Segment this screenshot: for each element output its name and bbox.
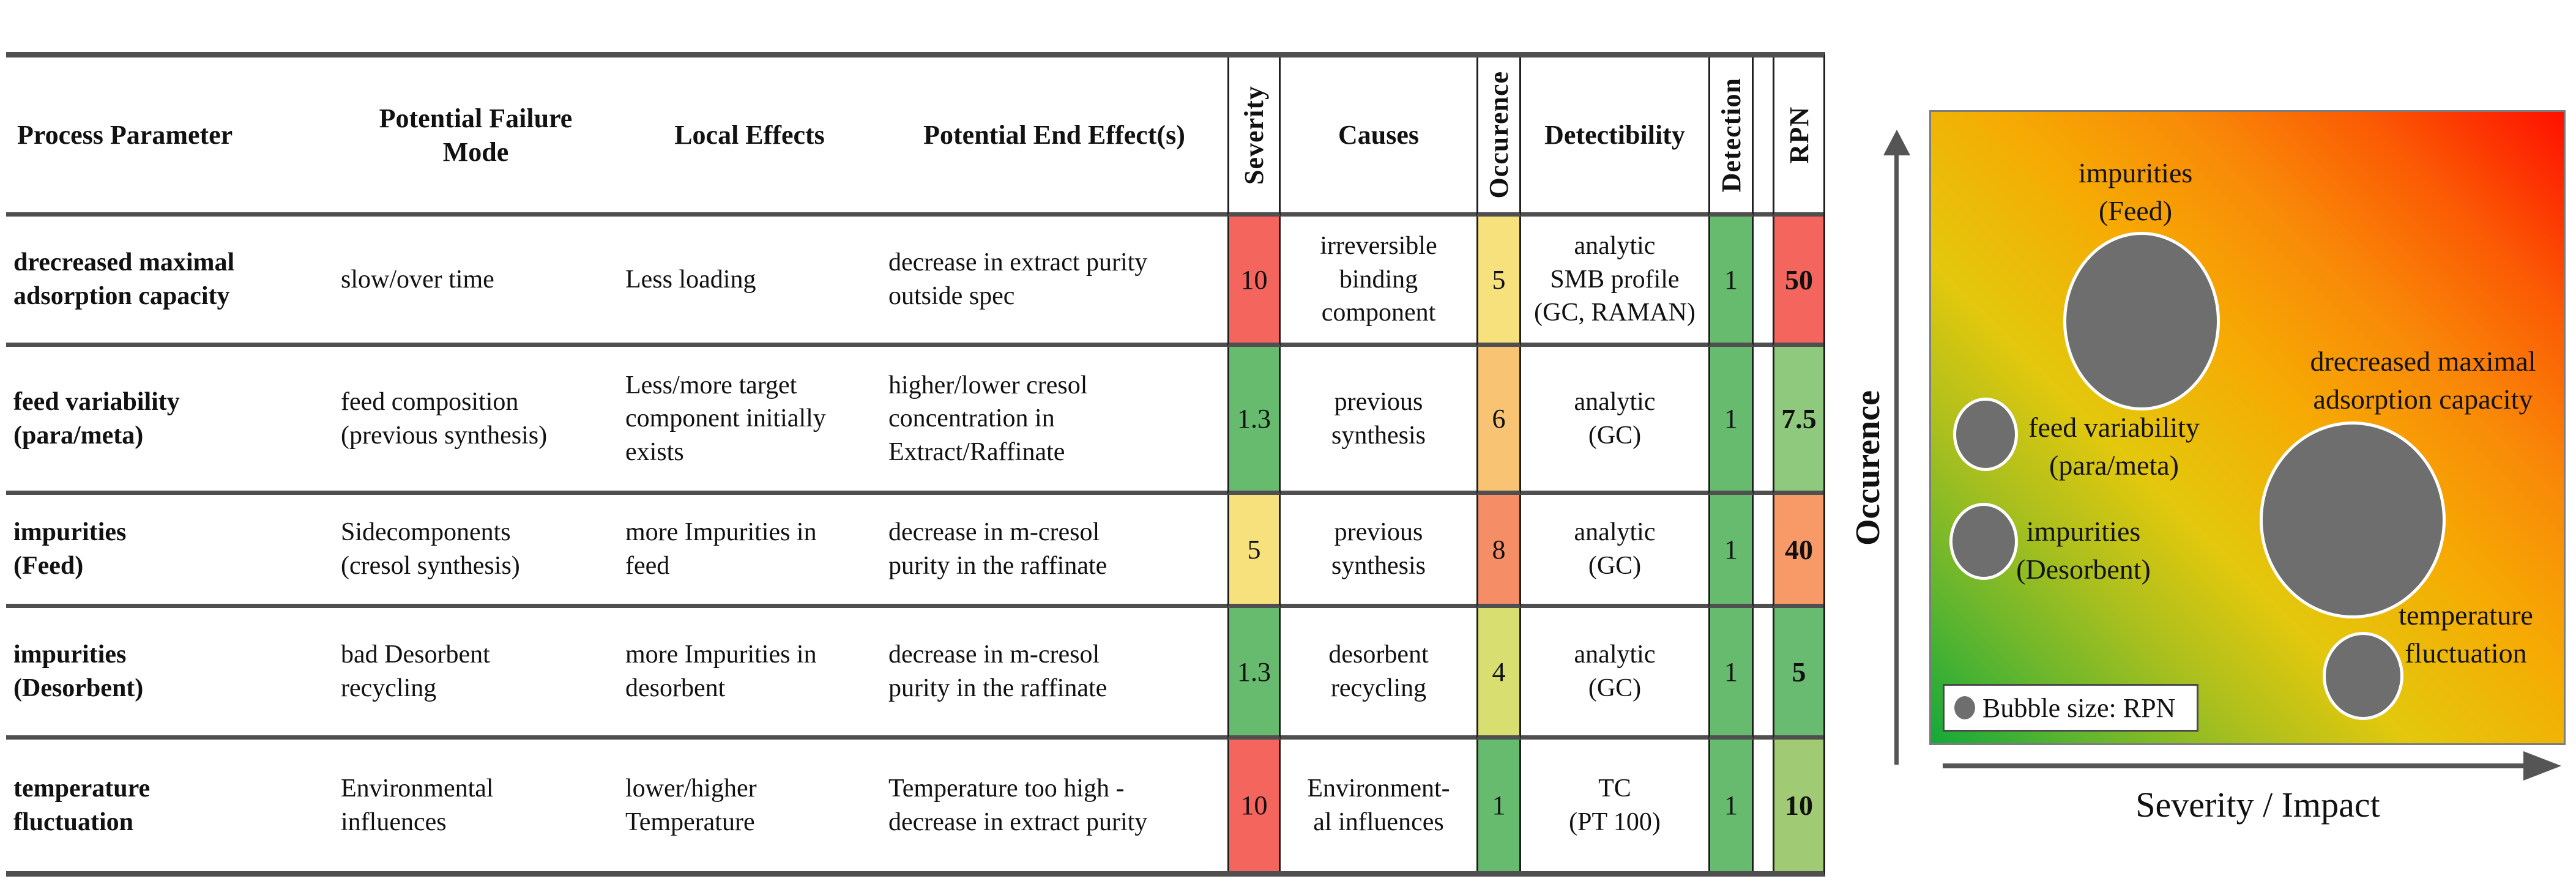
bubble-label-adsorption-capacity: drecreased maximal adsorption capacity (2310, 346, 2536, 415)
row-spacer (1754, 740, 1773, 871)
x-axis-line (1943, 763, 2525, 768)
cell-causes: previous synthesis (1281, 347, 1476, 495)
x-axis-label: Severity / Impact (2135, 785, 2380, 825)
col-header-local-effects: Local Effects (618, 58, 881, 217)
occurence-vertical-label: Occurence (1484, 71, 1514, 199)
severity-vertical-label: Severity (1239, 85, 1269, 185)
row-spacer (1754, 495, 1773, 608)
cell-process-parameter: feed variability (para/meta) (6, 347, 333, 495)
cell-severity: 1.3 (1227, 608, 1281, 740)
cell-failure-mode: Environmental influences (341, 774, 494, 836)
cell-causes: Environment- al influences (1307, 774, 1450, 836)
cell-process-parameter: impurities (Desorbent) (6, 608, 333, 740)
cell-rpn: 7.5 (1773, 347, 1823, 495)
cell-local-effects: more Impurities in feed (618, 495, 881, 608)
cell-detection: 1 (1708, 740, 1754, 871)
bubble-feed-variability (1953, 398, 2018, 471)
bubble-label-temperature-fluctuation: temperature fluctuation (2399, 599, 2533, 669)
cell-failure-mode: bad Desorbent recycling (333, 608, 618, 740)
cell-occurence: 4 (1476, 608, 1521, 740)
y-axis-arrowhead-icon (1883, 130, 1910, 155)
cell-detectibility: analytic (GC) (1521, 347, 1708, 495)
cell-severity: 10 (1227, 217, 1281, 347)
cell-occurence: 8 (1476, 495, 1521, 608)
cell-rpn: 5 (1773, 608, 1823, 740)
cell-detection: 1 (1708, 347, 1754, 495)
detection-vertical-label: Detection (1716, 77, 1746, 193)
cell-failure-mode: Sidecomponents (cresol synthesis) (333, 495, 618, 608)
fmea-table: Process Parameter Potential Failure Mode… (6, 52, 1825, 877)
cell-detectibility: analytic (GC) (1521, 608, 1708, 740)
cell-end-effects: decrease in extract purity outside spec (881, 217, 1227, 347)
bubble-label-feed-variability: feed variability (para/meta) (2028, 412, 2200, 481)
col-header-occurence: Occurence (1476, 58, 1521, 217)
cell-local-effects: lower/higher Temperature (625, 774, 757, 836)
cell-local-effects: Less loading (618, 217, 881, 347)
col-header-end-effects: Potential End Effect(s) (881, 58, 1227, 217)
cell-rpn: 50 (1773, 217, 1823, 347)
cell-occurence: 1 (1476, 740, 1521, 871)
col-header-causes: Causes (1281, 58, 1476, 217)
legend-bubble-icon (1954, 696, 1975, 719)
bubble-impurities-feed (2063, 232, 2220, 410)
cell-local-effects: more Impurities in desorbent (618, 608, 881, 740)
bubble-adsorption-capacity (2260, 421, 2446, 618)
header-spacer (1754, 58, 1773, 217)
cell-detection: 1 (1708, 495, 1754, 608)
cell-process-parameter: temperature fluctuation (13, 774, 151, 836)
cell-end-effects: Temperature too high - decrease in extra… (888, 774, 1148, 836)
cell-process-parameter: impurities (Feed) (6, 495, 333, 608)
y-axis-line (1894, 152, 1899, 765)
cell-rpn: 40 (1773, 495, 1823, 608)
cell-causes: desorbent recycling (1281, 608, 1476, 740)
row-spacer (1754, 347, 1773, 495)
bubble-label-impurities-feed: impurities (Feed) (2078, 157, 2193, 227)
bubble-label-impurities-desorbent: impurities (Desorbent) (2016, 516, 2151, 585)
cell-local-effects: Less/more target component initially exi… (618, 347, 881, 495)
col-header-rpn: RPN (1773, 58, 1823, 217)
cell-causes: irreversible binding component (1281, 217, 1476, 347)
cell-severity: 1.3 (1227, 347, 1281, 495)
x-axis-arrowhead-icon (2523, 751, 2561, 781)
cell-occurence: 6 (1476, 347, 1521, 495)
cell-failure-mode: feed composition (previous synthesis) (333, 347, 618, 495)
cell-occurence: 5 (1476, 217, 1521, 347)
col-header-process-parameter: Process Parameter (6, 58, 333, 217)
col-header-detectibility: Detectibility (1521, 58, 1708, 217)
cell-end-effects: higher/lower cresol concentration in Ext… (881, 347, 1227, 495)
row-spacer (1754, 217, 1773, 347)
cell-detection: 1 (1708, 217, 1754, 347)
cell-failure-mode: slow/over time (333, 217, 618, 347)
col-header-failure-mode: Potential Failure Mode (333, 58, 618, 217)
col-header-detection: Detection (1708, 58, 1754, 217)
bubble-impurities-desorbent (1949, 503, 2018, 580)
cell-causes: previous synthesis (1281, 495, 1476, 608)
cell-end-effects: decrease in m-cresol purity in the raffi… (881, 608, 1227, 740)
bubble-temperature-fluctuation (2323, 632, 2403, 720)
col-header-severity: Severity (1227, 58, 1281, 217)
bubble-size-legend: Bubble size: RPN (1943, 684, 2198, 732)
cell-detectibility: analytic (GC) (1521, 495, 1708, 608)
risk-matrix-plot (1929, 110, 2566, 745)
cell-detectibility: analytic SMB profile (GC, RAMAN) (1521, 217, 1708, 347)
cell-detectibility: TC (PT 100) (1569, 774, 1661, 836)
row-spacer (1754, 608, 1773, 740)
cell-rpn: 10 (1773, 740, 1823, 871)
y-axis-label: Occurence (1849, 390, 1887, 546)
legend-label: Bubble size: RPN (1982, 692, 2176, 723)
cell-severity: 10 (1227, 740, 1281, 871)
cell-process-parameter: drecreased maximal adsorption capacity (6, 217, 333, 347)
cell-end-effects: decrease in m-cresol purity in the raffi… (881, 495, 1227, 608)
cell-detection: 1 (1708, 608, 1754, 740)
cell-severity: 5 (1227, 495, 1281, 608)
rpn-vertical-label: RPN (1784, 106, 1814, 164)
